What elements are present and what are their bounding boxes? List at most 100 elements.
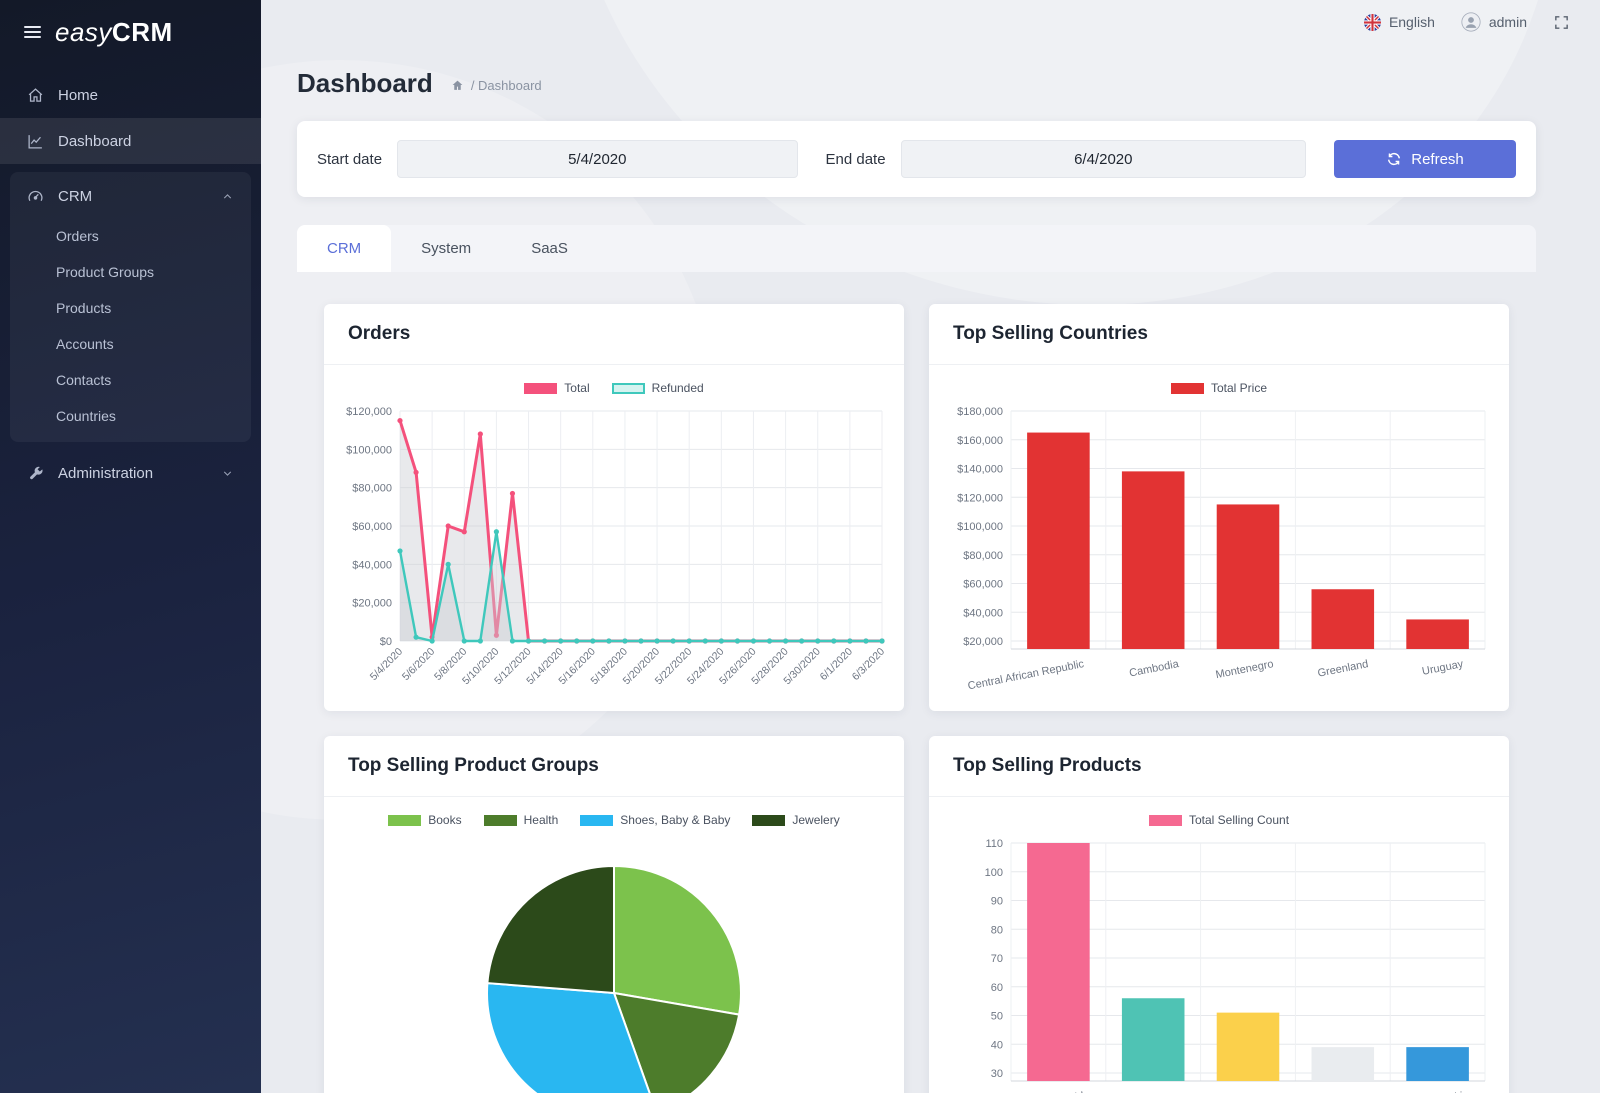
- chevron-up-icon: [223, 193, 232, 199]
- sidebar: easyCRM Home Dashboard CRM Orders Produc…: [0, 0, 261, 1093]
- sidebar-item-accounts[interactable]: Accounts: [56, 336, 114, 352]
- card-title: Top Selling Products: [953, 755, 1142, 776]
- sidebar-item-administration[interactable]: Administration: [0, 450, 261, 496]
- sidebar-item-label: Dashboard: [58, 132, 132, 150]
- svg-text:60: 60: [991, 982, 1003, 994]
- language-label: English: [1388, 14, 1435, 30]
- legend-item: Books: [388, 813, 462, 827]
- svg-text:5/4/2020: 5/4/2020: [368, 646, 405, 683]
- tabs: CRM System SaaS: [297, 225, 1536, 272]
- crm-menu-group: CRM Orders Product Groups Products Accou…: [10, 172, 251, 442]
- tab-system[interactable]: System: [421, 240, 472, 257]
- svg-text:40: 40: [991, 1039, 1003, 1051]
- svg-text:$40,000: $40,000: [352, 559, 392, 571]
- tab-saas[interactable]: SaaS: [531, 240, 568, 257]
- start-date-group: Start date: [317, 140, 798, 178]
- topbar: English admin: [261, 0, 1600, 44]
- breadcrumb: / Dashboard: [451, 78, 542, 93]
- sidebar-item-product-groups[interactable]: Product Groups: [56, 264, 155, 280]
- products-legend: Total Selling Count: [939, 813, 1499, 827]
- svg-text:5/6/2020: 5/6/2020: [400, 646, 437, 683]
- svg-text:70: 70: [991, 953, 1003, 965]
- svg-text:Uruguay: Uruguay: [1421, 658, 1465, 678]
- sidebar-nav: Home Dashboard CRM Orders Product Groups…: [0, 64, 261, 496]
- svg-text:6/1/2020: 6/1/2020: [818, 646, 855, 683]
- logo-row: easyCRM: [0, 0, 261, 64]
- orders-line-chart: $0 $20,000 $40,000 $60,000 $80,000 $100,000 $1…: [324, 397, 904, 711]
- svg-text:Greenland: Greenland: [1317, 658, 1370, 680]
- countries-bar-chart: $20,000 $40,000 $60,000 $80,000 $100,000 $120…: [929, 397, 1509, 711]
- sidebar-item-label: Administration: [58, 464, 154, 482]
- svg-text:$60,000: $60,000: [352, 521, 392, 533]
- end-date-group: End date: [825, 140, 1306, 178]
- svg-text:6/3/2020: 6/3/2020: [850, 646, 887, 683]
- legend-item: Health: [483, 813, 558, 827]
- svg-text:$100,000: $100,000: [957, 521, 1003, 533]
- refresh-icon: [1388, 152, 1401, 166]
- page-title: Dashboard: [297, 68, 433, 98]
- avatar: [1461, 12, 1481, 32]
- page-head: Dashboard / Dashboard: [297, 68, 1536, 99]
- svg-text:Central African Republic: Central African Republic: [967, 658, 1086, 692]
- fullscreen-button[interactable]: [1553, 14, 1570, 31]
- sidebar-item-contacts[interactable]: Contacts: [56, 372, 112, 388]
- user-label: admin: [1488, 14, 1527, 30]
- sidebar-item-crm[interactable]: CRM: [10, 174, 251, 218]
- svg-text:$80,000: $80,000: [352, 483, 392, 495]
- legend-item: Total: [524, 381, 590, 395]
- svg-text:$100,000: $100,000: [346, 444, 392, 456]
- menu-toggle-icon[interactable]: [24, 26, 41, 38]
- svg-text:$20,000: $20,000: [352, 598, 392, 610]
- svg-text:50: 50: [991, 1011, 1003, 1023]
- end-date-label: End date: [825, 150, 886, 168]
- language-selector[interactable]: English: [1363, 13, 1435, 31]
- legend-item: Jewelery: [752, 813, 840, 827]
- logo-bold: CRM: [111, 16, 173, 47]
- legend-item: Shoes, Baby & Baby: [580, 813, 730, 827]
- svg-text:$20,000: $20,000: [963, 636, 1003, 648]
- svg-text:90: 90: [991, 896, 1003, 908]
- top-countries-card: Top Selling Countries Total Price $20,00…: [929, 304, 1509, 711]
- sidebar-item-orders[interactable]: Orders: [56, 228, 99, 244]
- svg-text:80: 80: [991, 924, 1003, 936]
- charts-grid: Orders Total Refunded $0 $20,000 $40,000 $60…: [297, 272, 1536, 1093]
- home-icon: [28, 87, 43, 102]
- fullscreen-icon: [1555, 15, 1568, 29]
- svg-text:$40,000: $40,000: [963, 607, 1003, 619]
- card-title: Top Selling Product Groups: [348, 755, 599, 776]
- breadcrumb-text: / Dashboard: [470, 78, 542, 93]
- top-products-card: Top Selling Products Total Selling Count…: [929, 736, 1509, 1093]
- start-date-input[interactable]: [397, 140, 798, 178]
- sidebar-item-dashboard[interactable]: Dashboard: [0, 118, 261, 164]
- user-menu[interactable]: admin: [1461, 12, 1527, 32]
- sidebar-item-label: Home: [58, 86, 99, 104]
- sidebar-item-products[interactable]: Products: [56, 300, 112, 316]
- content: Dashboard / Dashboard Start date End dat…: [261, 44, 1600, 1093]
- svg-text:$120,000: $120,000: [346, 406, 392, 418]
- chart-line-icon: [28, 134, 42, 149]
- svg-text:$80,000: $80,000: [963, 550, 1003, 562]
- svg-text:$180,000: $180,000: [957, 406, 1003, 418]
- svg-text:Cambodia: Cambodia: [1128, 658, 1180, 680]
- top-product-groups-card: Top Selling Product Groups Books Health Sh…: [324, 736, 904, 1093]
- orders-legend: Total Refunded: [334, 381, 894, 395]
- products-bar-chart: 30405060708090100110Awesome Soft BikeidE…: [929, 829, 1509, 1093]
- legend-item: Total Selling Count: [1148, 813, 1289, 827]
- refresh-button[interactable]: Refresh: [1334, 140, 1516, 178]
- svg-text:100: 100: [985, 867, 1003, 879]
- product-groups-pie-chart: [324, 829, 904, 1093]
- refresh-label: Refresh: [1411, 150, 1464, 168]
- tab-crm[interactable]: CRM: [297, 225, 392, 272]
- svg-text:$0: $0: [380, 636, 392, 648]
- svg-text:$120,000: $120,000: [957, 492, 1003, 504]
- sidebar-item-countries[interactable]: Countries: [56, 408, 116, 424]
- end-date-input[interactable]: [900, 140, 1306, 178]
- wrench-icon: [30, 466, 43, 479]
- date-filter-card: Start date End date Refresh: [297, 121, 1536, 197]
- sidebar-item-home[interactable]: Home: [0, 72, 261, 118]
- sidebar-item-label: CRM: [58, 187, 93, 205]
- app-logo: easyCRM: [55, 17, 173, 48]
- home-icon: [452, 80, 463, 90]
- logo-light: easy: [55, 16, 112, 47]
